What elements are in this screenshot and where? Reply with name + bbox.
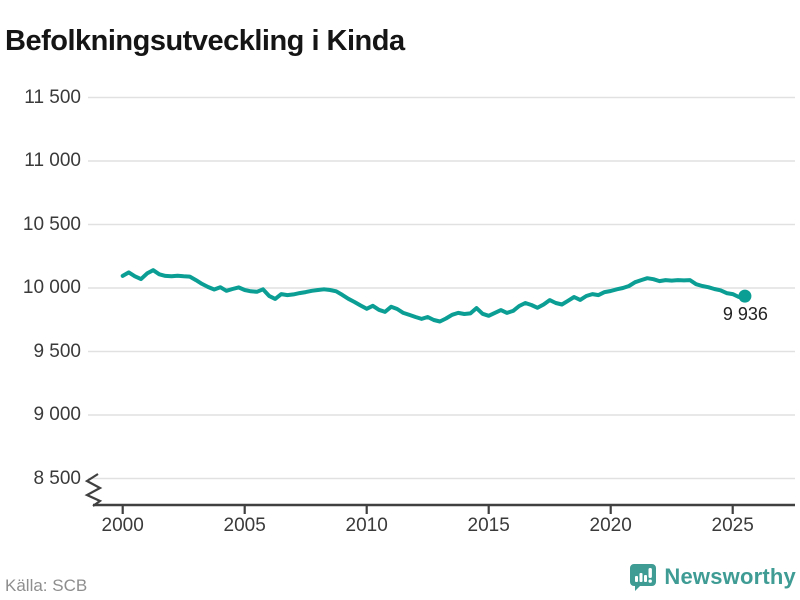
y-axis-label: 9 000 [33, 404, 81, 425]
axis-break-icon [84, 473, 103, 507]
x-axis-label: 2020 [589, 515, 632, 536]
newsworthy-logo[interactable]: Newsworthy [629, 563, 796, 591]
y-axis-label: 10 000 [22, 277, 81, 298]
y-axis-label: 11 000 [24, 150, 81, 171]
y-axis-label: 8 500 [33, 467, 81, 489]
x-axis-label: 2000 [101, 515, 144, 536]
x-axis-label: 2015 [467, 515, 510, 536]
x-axis-label: 2010 [345, 515, 388, 536]
population-line [120, 268, 747, 324]
newsworthy-wordmark: Newsworthy [664, 564, 796, 589]
end-point-marker [738, 289, 752, 303]
source-caption: Källa: SCB [5, 576, 88, 595]
y-axis-label: 10 500 [22, 213, 81, 235]
exclamation-bar [648, 568, 653, 578]
x-axis-label: 2025 [711, 515, 754, 536]
last-value-label: 9 936 [722, 304, 768, 325]
bar-chart-glyph [635, 568, 653, 583]
exclamation-dot [648, 579, 653, 583]
x-axis-label: 2005 [223, 515, 266, 536]
chart-title: Befolkningsutveckling i Kinda [5, 25, 405, 58]
newsworthy-bubble-icon [630, 564, 657, 591]
y-axis-label: 9 500 [33, 340, 81, 362]
y-axis-label: 11 500 [24, 86, 81, 108]
